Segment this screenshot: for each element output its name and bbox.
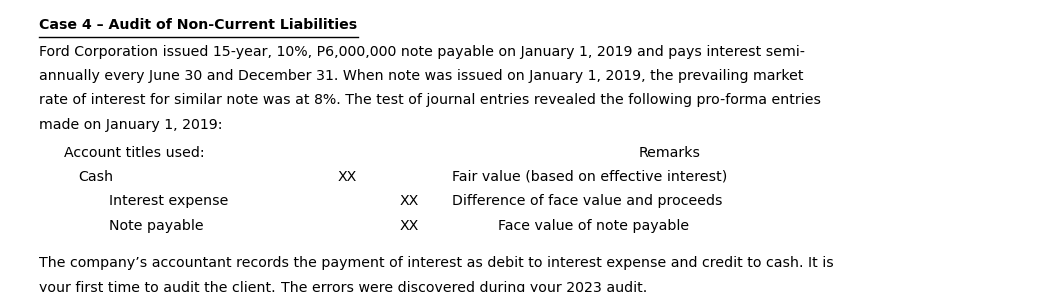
Text: made on January 1, 2019:: made on January 1, 2019: [39,118,223,132]
Text: The company’s accountant records the payment of interest as debit to interest ex: The company’s accountant records the pay… [39,256,835,270]
Text: Interest expense: Interest expense [109,194,228,208]
Text: XX: XX [337,170,357,184]
Text: Note payable: Note payable [109,218,203,232]
Text: Account titles used:: Account titles used: [64,146,204,160]
Text: Case 4 – Audit of Non-Current Liabilities: Case 4 – Audit of Non-Current Liabilitie… [39,18,357,32]
Text: your first time to audit the client.: your first time to audit the client. [39,281,280,292]
Text: Ford Corporation issued 15-year, 10%, P6,000,000 note payable on January 1, 2019: Ford Corporation issued 15-year, 10%, P6… [39,45,805,59]
Text: Remarks: Remarks [638,146,701,160]
Text: The errors were discovered during your 2023 audit.: The errors were discovered during your 2… [280,281,647,292]
Text: Cash: Cash [78,170,113,184]
Text: annually every June 30 and December 31. When note was issued on January 1, 2019,: annually every June 30 and December 31. … [39,69,804,83]
Text: XX: XX [400,218,419,232]
Text: Fair value (based on effective interest): Fair value (based on effective interest) [452,170,727,184]
Text: Difference of face value and proceeds: Difference of face value and proceeds [452,194,722,208]
Text: Face value of note payable: Face value of note payable [498,218,689,232]
Text: rate of interest for similar note was at 8%. The test of journal entries reveale: rate of interest for similar note was at… [39,93,821,107]
Text: XX: XX [400,194,419,208]
